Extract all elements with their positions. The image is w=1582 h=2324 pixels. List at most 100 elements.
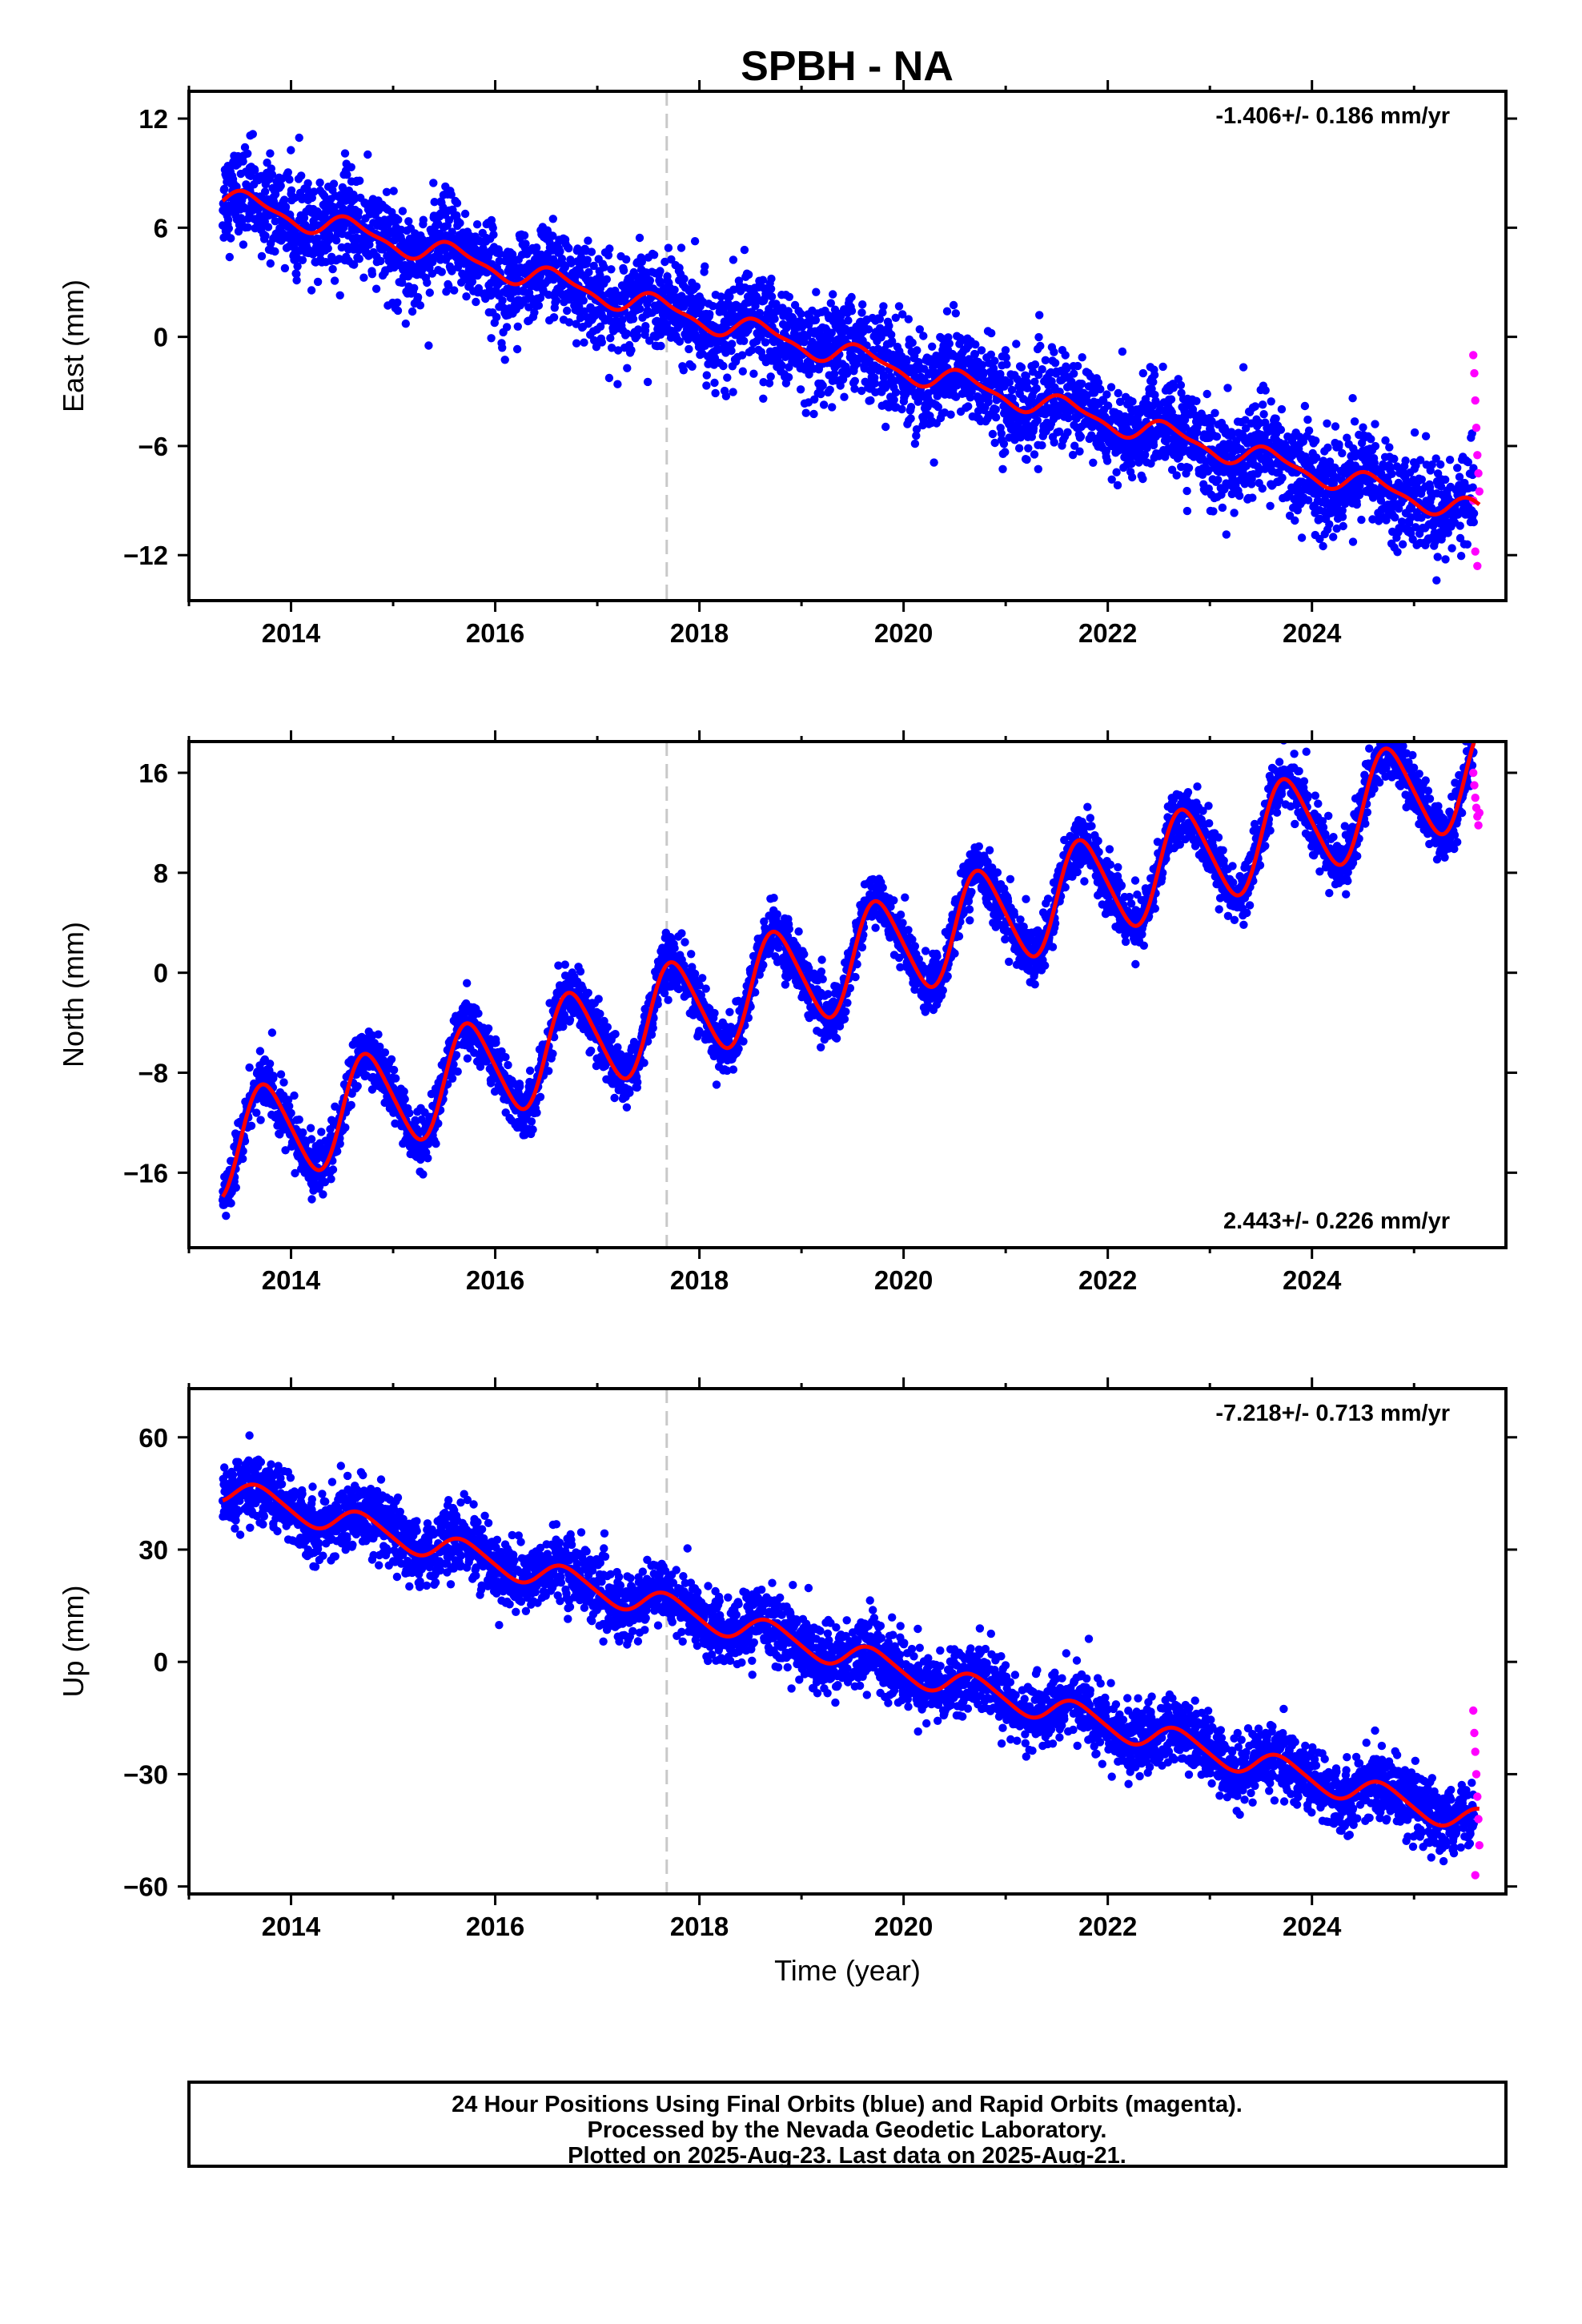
final-point [910, 439, 920, 448]
final-point [1078, 353, 1086, 362]
final-point [232, 182, 241, 191]
y-tick-label: 6 [154, 213, 168, 243]
final-point [347, 163, 355, 171]
final-point [1050, 438, 1058, 447]
final-point [1115, 397, 1125, 406]
final-point [283, 1096, 293, 1104]
final-point [1012, 340, 1021, 348]
final-point [398, 207, 408, 215]
final-point [818, 381, 827, 390]
final-point [1089, 458, 1098, 467]
final-point [702, 371, 711, 380]
final-point [999, 440, 1009, 448]
final-point [1068, 450, 1078, 460]
final-point [1431, 454, 1440, 463]
final-point [1300, 401, 1310, 411]
final-point [1167, 465, 1177, 474]
final-point [405, 1108, 414, 1118]
final-point [761, 338, 770, 347]
final-point [297, 171, 306, 180]
final-point [705, 310, 714, 319]
final-point [449, 1060, 458, 1069]
final-point [881, 422, 890, 432]
final-point [319, 1190, 327, 1199]
final-point [1427, 460, 1437, 469]
final-point [602, 275, 611, 283]
final-point [312, 234, 322, 243]
final-point [828, 403, 837, 412]
final-point [1070, 369, 1078, 378]
final-point [389, 187, 398, 195]
final-point [498, 296, 507, 305]
final-point [622, 329, 632, 338]
plot-frame [187, 90, 1508, 602]
final-point [737, 351, 747, 360]
final-point [810, 395, 819, 404]
final-point [1381, 436, 1390, 445]
final-point [292, 275, 301, 285]
final-point [224, 224, 233, 233]
final-point [416, 301, 425, 310]
final-point [1149, 440, 1158, 450]
final-point [991, 405, 1001, 414]
final-point [335, 291, 344, 300]
final-point [906, 403, 916, 412]
final-point [247, 1121, 256, 1131]
final-point [227, 1199, 235, 1208]
rapid-point [1471, 547, 1480, 556]
final-point [1323, 419, 1331, 428]
final-point [220, 184, 229, 194]
final-point [584, 236, 592, 245]
final-point [293, 262, 302, 271]
final-point [271, 247, 279, 256]
final-point [391, 1074, 400, 1083]
final-point [758, 275, 768, 284]
final-point [1096, 384, 1105, 394]
final-point [801, 408, 810, 417]
final-point [225, 252, 234, 262]
final-point [291, 193, 299, 203]
final-point [1235, 491, 1244, 501]
rapid-point [1472, 424, 1481, 432]
final-point [1230, 509, 1239, 517]
final-point [825, 385, 834, 394]
final-point [747, 346, 757, 355]
final-point [520, 231, 529, 240]
final-point [222, 1212, 231, 1220]
final-point [819, 400, 829, 409]
final-point [1169, 384, 1178, 392]
final-point [1050, 348, 1058, 356]
final-point [256, 1116, 265, 1124]
final-point [864, 325, 873, 334]
final-point [1371, 420, 1379, 428]
model-fit-line [221, 188, 1481, 517]
final-point [476, 237, 484, 246]
final-point [1469, 517, 1479, 527]
final-point [1158, 362, 1167, 372]
final-point [887, 330, 896, 340]
final-point [299, 1128, 307, 1137]
final-point [879, 371, 889, 380]
final-point [844, 316, 853, 325]
final-point [521, 239, 530, 248]
final-point [255, 1047, 265, 1055]
final-point [1176, 380, 1186, 390]
final-point [1407, 513, 1415, 522]
final-point [295, 1115, 303, 1124]
final-point [894, 302, 904, 311]
final-point [946, 410, 955, 419]
final-point [281, 203, 291, 211]
final-point [663, 271, 672, 281]
final-point [444, 215, 454, 225]
final-point [597, 338, 606, 347]
final-point [876, 324, 885, 332]
final-point [340, 149, 350, 158]
final-point [711, 388, 720, 398]
final-point [641, 322, 650, 331]
final-point [1223, 384, 1232, 392]
final-point [400, 1095, 409, 1104]
final-point [759, 394, 768, 403]
final-point [766, 372, 775, 381]
final-point [452, 199, 462, 207]
final-point [367, 270, 377, 279]
